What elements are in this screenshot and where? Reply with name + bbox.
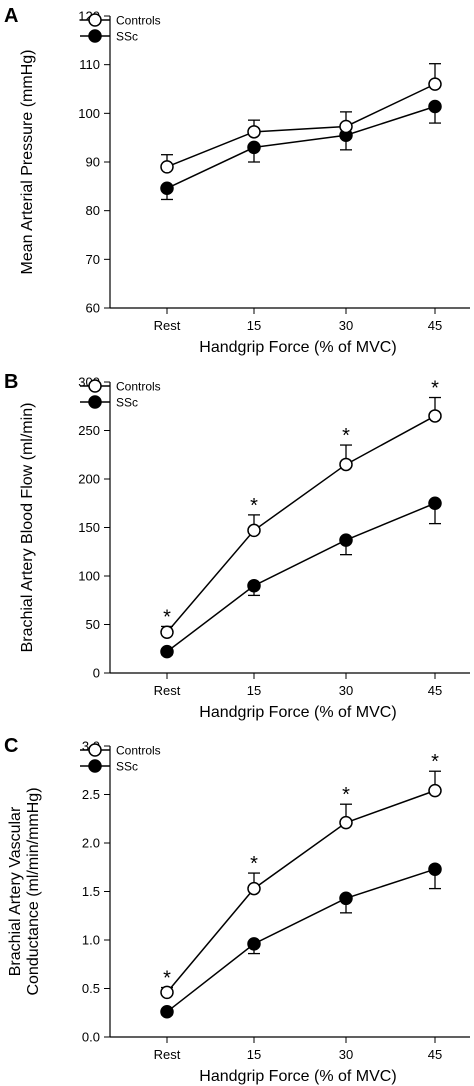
significance-star: * [431, 378, 439, 400]
data-point-controls [160, 160, 174, 174]
x-tick-label: 45 [428, 1047, 442, 1062]
data-point-controls [247, 125, 261, 139]
legend-label: SSc [116, 30, 138, 44]
y-axis-title: Brachial Artery Blood Flow (ml/min) [19, 403, 36, 653]
significance-star: * [342, 425, 350, 447]
legend-label: SSc [116, 396, 138, 410]
x-tick-label: Rest [154, 1047, 181, 1062]
y-tick-label: 1.5 [82, 884, 100, 899]
y-axis-title: Conductance (ml/min/mmHg) [25, 787, 42, 995]
data-point-controls [428, 409, 442, 423]
data-point-ssc [339, 891, 353, 906]
data-point-ssc [428, 99, 442, 114]
x-tick-label: Rest [154, 318, 181, 333]
series-line-ssc [166, 105, 436, 189]
x-tick-label: 45 [428, 318, 442, 333]
data-point-controls [160, 625, 174, 640]
significance-star: * [342, 784, 350, 806]
x-tick-label: 30 [339, 1047, 353, 1062]
x-tick-label: 15 [247, 1047, 261, 1062]
data-point-ssc [247, 140, 261, 155]
legend-label: Controls [116, 14, 161, 28]
significance-star: * [250, 495, 258, 517]
data-point-controls [428, 77, 442, 91]
legend-marker [88, 379, 102, 393]
significance-star: * [431, 751, 439, 773]
legend-marker [88, 29, 102, 43]
panel-letter: A [4, 5, 18, 27]
legend-label: SSc [116, 760, 138, 774]
y-tick-label: 70 [86, 252, 100, 267]
x-tick-label: 15 [247, 683, 261, 698]
data-point-ssc [160, 1005, 174, 1019]
data-point-controls [247, 881, 261, 896]
x-tick-label: 30 [339, 318, 353, 333]
panel-letter: C [4, 735, 18, 757]
data-point-ssc [428, 862, 442, 876]
x-tick-label: 45 [428, 683, 442, 698]
y-tick-label: 80 [86, 203, 100, 218]
data-point-controls [339, 119, 353, 134]
y-tick-label: 60 [86, 301, 100, 316]
significance-star: * [163, 606, 171, 628]
series-line-controls [166, 83, 436, 168]
y-tick-label: 2.0 [82, 836, 100, 851]
y-tick-label: 90 [86, 155, 100, 170]
data-point-controls [160, 985, 174, 1000]
data-point-ssc [247, 937, 261, 951]
data-point-ssc [247, 578, 261, 593]
data-point-ssc [160, 644, 174, 659]
data-point-controls [247, 523, 261, 538]
y-tick-label: 2.5 [82, 787, 100, 802]
panel-letter: B [4, 371, 18, 393]
y-tick-label: 200 [78, 472, 100, 487]
significance-star: * [163, 968, 171, 990]
legend-label: Controls [116, 380, 161, 394]
panel-c: C0.00.51.01.52.02.53.0Rest153045Handgrip… [4, 735, 470, 1085]
x-axis-title: Handgrip Force (% of MVC) [199, 704, 396, 721]
y-axis-title: Mean Arterial Pressure (mmHg) [19, 50, 36, 275]
series-line-controls [166, 415, 436, 633]
y-tick-label: 250 [78, 423, 100, 438]
series-line-controls [166, 789, 436, 993]
x-axis-title: Handgrip Force (% of MVC) [199, 339, 396, 356]
data-point-controls [339, 815, 353, 830]
legend-marker [88, 13, 102, 27]
y-tick-label: 100 [78, 569, 100, 584]
y-tick-label: 1.0 [82, 933, 100, 948]
legend-marker [88, 743, 102, 757]
x-axis-title: Handgrip Force (% of MVC) [199, 1068, 396, 1085]
data-point-ssc [160, 181, 174, 196]
data-point-controls [339, 457, 353, 472]
legend-marker [88, 395, 102, 409]
data-point-ssc [339, 533, 353, 547]
y-tick-label: 150 [78, 520, 100, 535]
y-axis-title: Brachial Artery Vascular [7, 806, 24, 976]
legend-label: Controls [116, 744, 161, 758]
legend-marker [88, 759, 102, 773]
y-tick-label: 0.0 [82, 1030, 100, 1045]
y-tick-label: 0 [93, 666, 100, 681]
x-tick-label: 15 [247, 318, 261, 333]
series-line-ssc [166, 868, 436, 1013]
series-line-ssc [166, 502, 436, 653]
data-point-ssc [428, 496, 442, 510]
x-tick-label: 30 [339, 683, 353, 698]
x-tick-label: Rest [154, 683, 181, 698]
y-tick-label: 50 [86, 617, 100, 632]
y-tick-label: 0.5 [82, 981, 100, 996]
y-tick-label: 110 [79, 57, 100, 72]
significance-star: * [250, 853, 258, 875]
data-point-controls [428, 783, 442, 798]
y-tick-label: 100 [78, 106, 100, 121]
